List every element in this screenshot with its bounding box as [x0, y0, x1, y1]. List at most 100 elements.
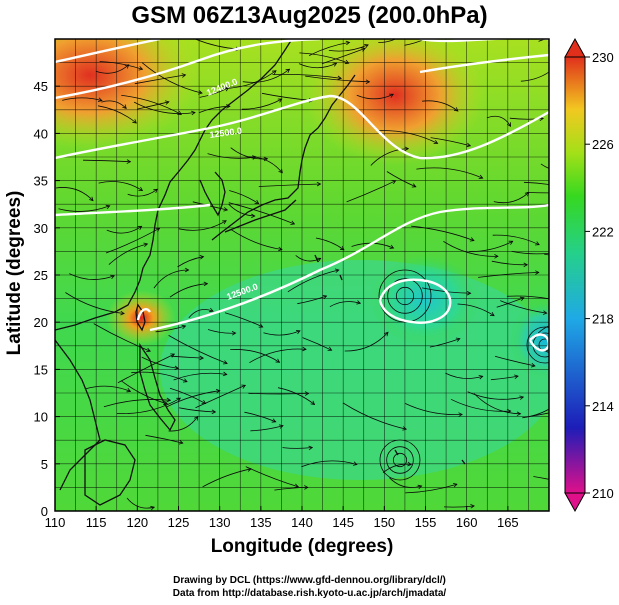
streamline-arrow	[176, 397, 182, 402]
streamline-arrow	[258, 323, 264, 328]
streamline	[500, 300, 547, 314]
streamline	[246, 156, 283, 174]
streamline-arrow	[332, 62, 338, 67]
streamline	[97, 105, 137, 124]
streamline	[244, 411, 276, 423]
y-tick-label: 40	[34, 126, 48, 141]
colorbar-min-arrow	[564, 492, 586, 513]
streamline-arrow	[126, 388, 132, 393]
coast-islands-pacific	[314, 254, 466, 465]
streamline	[103, 399, 171, 408]
circulation-ring	[379, 439, 421, 481]
streamline-arrow	[181, 18, 185, 21]
streamline	[120, 380, 168, 405]
streamline-arrow	[316, 257, 322, 262]
streamline-arrow	[178, 440, 184, 445]
streamline	[302, 337, 332, 351]
streamline	[263, 330, 301, 336]
streamline	[230, 349, 280, 363]
streamline	[422, 100, 459, 112]
credit-line-drawing: Drawing by DCL (https://www.gfd-dennou.o…	[173, 575, 446, 586]
x-tick-label: 110	[45, 515, 66, 530]
colorbar-max-arrow	[564, 37, 586, 58]
streamline	[511, 251, 549, 255]
streamline-arrow	[304, 485, 309, 490]
streamline	[199, 87, 229, 98]
streamline	[101, 100, 127, 109]
streamline	[98, 181, 143, 191]
wind-streamlines	[55, 18, 568, 511]
chart-title: GSM 06Z13Aug2025 (200.0hPa)	[131, 2, 488, 29]
streamline	[548, 45, 549, 47]
streamline	[195, 384, 246, 409]
streamline-arrow	[122, 104, 127, 109]
streamline	[272, 74, 342, 79]
streamline	[105, 227, 160, 254]
streamline	[321, 48, 366, 65]
streamline-arrow	[469, 237, 475, 242]
streamline	[282, 447, 313, 449]
streamline-arrow	[564, 42, 568, 46]
streamline-arrow	[433, 139, 439, 144]
streamline-arrow	[153, 188, 158, 194]
streamline	[250, 425, 284, 432]
streamline-arrow	[271, 418, 277, 423]
streamline-arrow	[181, 324, 187, 330]
streamline-arrow	[535, 241, 540, 246]
x-tick-label: 125	[168, 515, 190, 530]
coast-japan	[211, 74, 356, 241]
coast-borneo	[84, 439, 136, 506]
streamline-arrow	[523, 262, 529, 268]
x-tick-label: 155	[415, 515, 437, 530]
streamline-arrow	[295, 330, 301, 335]
streamline-arrow	[554, 65, 558, 69]
cool-region-east	[510, 300, 549, 380]
streamline-arrow	[199, 255, 205, 260]
streamline-arrow	[535, 270, 540, 275]
x-axis-label: Longitude (degrees)	[210, 536, 394, 557]
streamline-arrow	[166, 397, 172, 403]
streamline-arrow	[455, 337, 461, 342]
contour-12600-taiwan	[136, 308, 151, 321]
streamline	[299, 52, 349, 64]
streamline	[178, 220, 227, 231]
streamline-arrow	[198, 90, 203, 95]
circulation-ring	[386, 446, 414, 474]
streamline-arrow	[365, 79, 371, 84]
streamline-arrow	[251, 213, 256, 219]
streamline-arrow	[524, 191, 530, 197]
streamline	[58, 205, 110, 212]
streamline	[473, 393, 521, 415]
streamline	[378, 39, 397, 44]
streamline	[305, 75, 370, 83]
streamline	[242, 68, 290, 83]
streamline	[443, 505, 475, 508]
streamline	[179, 407, 216, 413]
streamline-arrow	[164, 100, 170, 105]
streamline-arrow	[453, 107, 459, 112]
streamline-arrow	[530, 362, 536, 368]
streamline	[544, 349, 549, 354]
streamline	[509, 117, 544, 120]
credit-line-data: Data from http://database.rish.kyoto-u.a…	[172, 588, 447, 599]
streamline	[457, 303, 495, 317]
streamline	[136, 39, 139, 40]
streamline	[228, 202, 295, 225]
streamline-arrow	[489, 312, 495, 317]
streamline-arrow	[466, 290, 472, 296]
streamline-arrow	[516, 411, 522, 417]
y-tick-label: 45	[34, 79, 48, 94]
y-tick-label: 20	[34, 315, 48, 330]
streamline	[249, 348, 307, 364]
streamline	[141, 62, 203, 94]
streamline	[404, 403, 463, 416]
warm-region-northwest	[55, 39, 200, 150]
streamline-arrow	[407, 461, 413, 467]
x-tick-label: 135	[250, 515, 272, 530]
colorbar: 210 214 218 222 226 230	[564, 37, 614, 513]
streamline	[188, 309, 214, 319]
streamline	[202, 468, 252, 488]
streamline	[295, 255, 321, 262]
contour-12600-c	[378, 278, 452, 324]
streamline-arrow	[352, 461, 358, 466]
